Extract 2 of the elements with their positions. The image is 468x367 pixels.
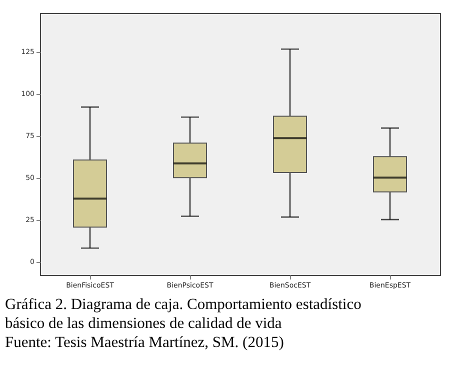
source-note: Fuente: Tesis Maestría Martínez, SM. (2015) <box>5 334 284 351</box>
text: Gráfica 2. Diagrama de caja. Comportamiento estadístico básico de las dimensiones de calidad de vida <box>5 296 362 332</box>
